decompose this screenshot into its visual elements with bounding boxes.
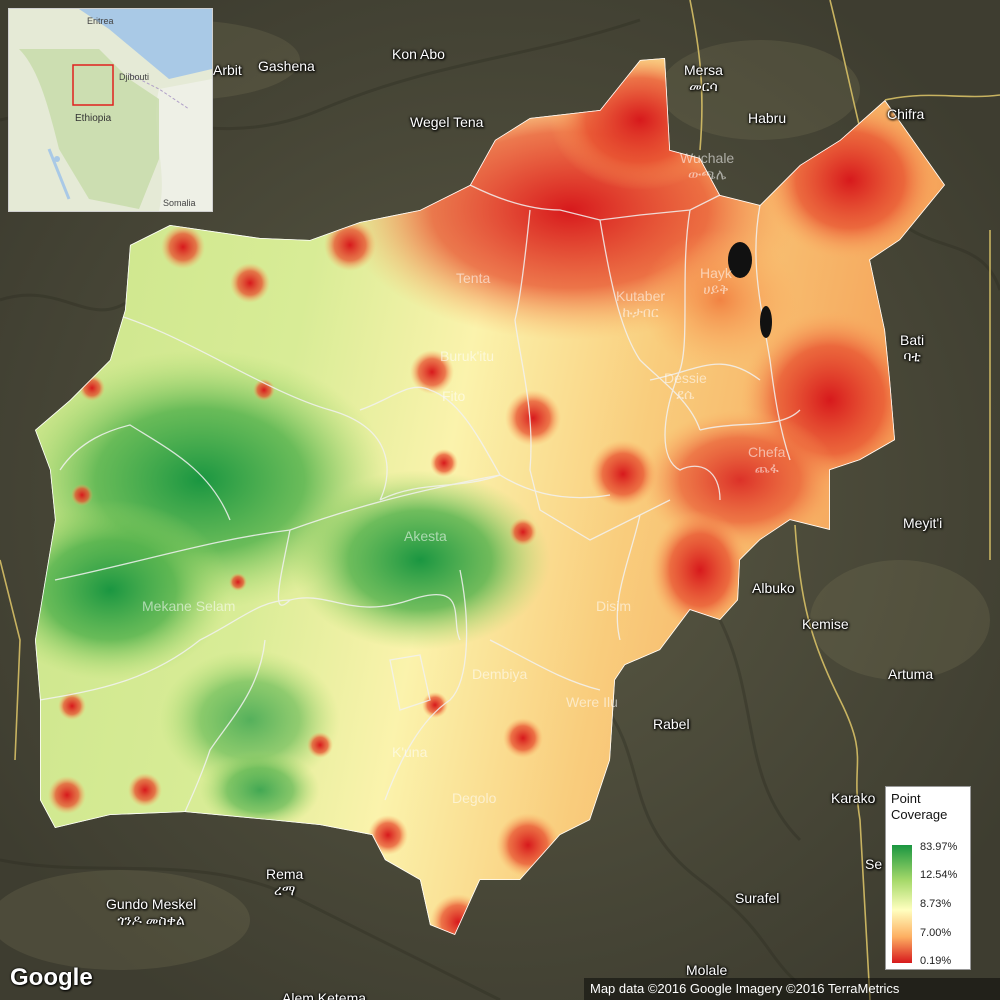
- label-dessie-name: Dessie: [664, 370, 707, 386]
- label-mekane-selam: Mekane Selam: [142, 598, 236, 614]
- label-meyiti: Meyit'i: [903, 515, 943, 531]
- legend-title-line1: Point: [891, 791, 921, 806]
- label-alem-ketema: Alem Ketema: [282, 990, 367, 1000]
- inset-label-eritrea: Eritrea: [87, 16, 114, 26]
- label-kutaber-name: Kutaber: [616, 288, 666, 304]
- label-gundo-meskel-name: Gundo Meskel: [106, 896, 197, 912]
- label-rabel: Rabel: [653, 716, 690, 732]
- label-wuchale-amharic: ውጫሌ: [687, 166, 727, 182]
- label-artuma: Artuma: [888, 666, 934, 682]
- label-chefa-amharic: ጨፋ: [754, 460, 779, 476]
- legend-title-line2: Coverage: [891, 807, 948, 822]
- lake-hayk: [728, 242, 752, 278]
- label-rema: Rema ረማ: [266, 866, 303, 898]
- label-disim: Disim: [596, 598, 631, 614]
- label-hayk-amharic: ሀይቅ: [703, 281, 729, 297]
- label-rema-amharic: ረማ: [274, 882, 296, 898]
- legend-color-bar: [892, 845, 912, 963]
- legend-tick: 83.97%: [920, 841, 958, 853]
- label-wegel-tena: Wegel Tena: [410, 114, 484, 130]
- label-rema-name: Rema: [266, 866, 304, 882]
- label-kutaber: Kutaber ኩታበር: [616, 288, 665, 320]
- label-se: Se: [865, 856, 883, 872]
- legend-title: Point Coverage: [891, 791, 947, 823]
- label-gundo-meskel: Gundo Meskel ጎንዶ መስቀል: [106, 896, 196, 928]
- label-dessie: Dessie ደሴ: [664, 370, 707, 402]
- inset-label-somalia: Somalia: [163, 198, 196, 208]
- label-wuchale: Wuchale ውጫሌ: [680, 150, 734, 182]
- label-kemise: Kemise: [802, 616, 849, 632]
- label-buruk-itu: Buruk'itu: [440, 348, 495, 364]
- inset-label-djibouti: Djibouti: [119, 72, 150, 82]
- label-dembiya: Dembiya: [472, 666, 528, 682]
- legend-tick: 12.54%: [920, 869, 958, 881]
- label-akesta: Akesta: [404, 528, 447, 544]
- inset-label-ethiopia: Ethiopia: [75, 113, 112, 124]
- legend: Point Coverage 83.97% 12.54% 8.73% 7.00%…: [885, 786, 971, 970]
- label-habru: Habru: [748, 110, 787, 126]
- label-albuko: Albuko: [752, 580, 795, 596]
- label-wuchale-name: Wuchale: [680, 150, 735, 166]
- lake-ardibo: [760, 306, 772, 338]
- label-chefa: Chefa ጨፋ: [748, 444, 785, 476]
- map-attribution[interactable]: Map data ©2016 Google Imagery ©2016 Terr…: [584, 978, 1000, 1000]
- label-karako: Karako: [831, 790, 876, 806]
- label-bati: Bati ባቲ: [900, 332, 924, 364]
- label-bati-name: Bati: [900, 332, 925, 348]
- label-surafel: Surafel: [735, 890, 780, 906]
- label-molale: Molale: [686, 962, 728, 978]
- label-arbit: Arbit: [213, 62, 242, 78]
- label-dessie-amharic: ደሴ: [676, 386, 695, 402]
- label-mersa-name: Mersa: [684, 62, 723, 78]
- label-were-ilu: Were Ilu: [566, 694, 618, 710]
- label-mersa: Mersa መርሳ: [684, 62, 723, 94]
- label-mersa-amharic: መርሳ: [689, 78, 718, 94]
- google-logo[interactable]: Google: [10, 964, 93, 991]
- legend-tick: 7.00%: [920, 927, 952, 939]
- label-kon-abo: Kon Abo: [392, 46, 445, 62]
- label-hayk-name: Hayk: [700, 265, 732, 281]
- label-fito: Fito: [442, 388, 466, 404]
- label-tenta: Tenta: [456, 270, 491, 286]
- label-gundo-meskel-amharic: ጎንዶ መስቀል: [117, 912, 185, 928]
- label-gashena: Gashena: [258, 58, 315, 74]
- inset-focus-rect: [72, 64, 114, 106]
- inset-basemap: [9, 9, 212, 211]
- label-bati-amharic: ባቲ: [903, 348, 921, 364]
- label-kuna: K'una: [392, 744, 428, 760]
- inset-overview-map[interactable]: Eritrea Djibouti Ethiopia Somalia: [8, 8, 213, 212]
- label-kutaber-amharic: ኩታበር: [622, 304, 659, 320]
- legend-tick: 8.73%: [920, 898, 952, 910]
- label-chifra: Chifra: [887, 106, 925, 122]
- label-degolo: Degolo: [452, 790, 497, 806]
- legend-tick: 0.19%: [920, 955, 952, 967]
- label-hayk: Hayk ሀይቅ: [700, 265, 732, 297]
- label-chefa-name: Chefa: [748, 444, 786, 460]
